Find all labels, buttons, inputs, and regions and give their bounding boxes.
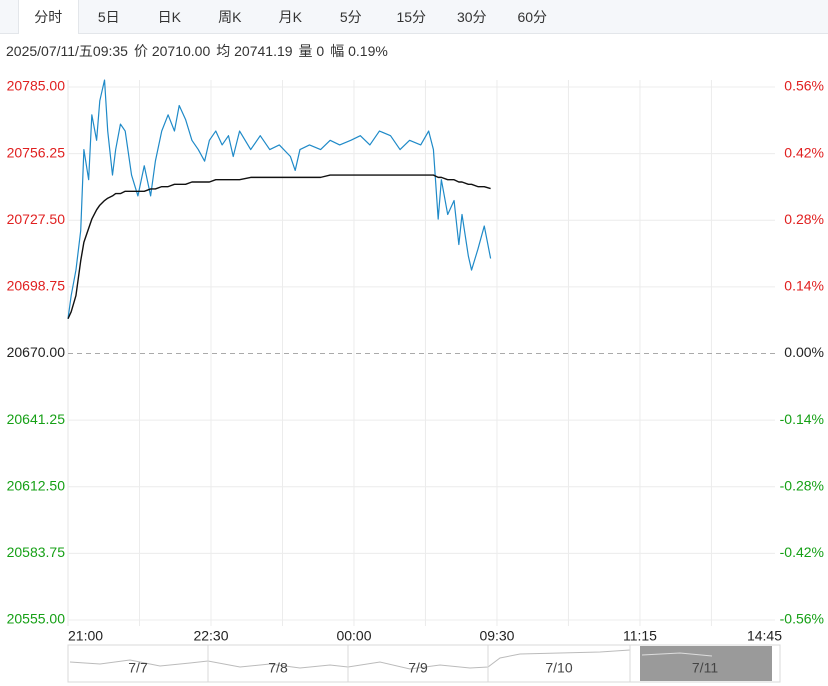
y2-tick-label: 0.28% <box>784 211 824 227</box>
info-item: 均 20741.19 <box>216 43 293 59</box>
grid <box>67 80 775 626</box>
navigator-date: 7/10 <box>545 660 572 676</box>
y2-tick-label: 0.56% <box>784 78 824 94</box>
tab[interactable]: 5分 <box>339 9 362 25</box>
tab[interactable]: 15分 <box>396 9 427 25</box>
y2-tick-label: -0.14% <box>780 411 824 427</box>
x-tick-label: 22:30 <box>193 628 228 644</box>
navigator-date: 7/9 <box>408 660 428 676</box>
tab[interactable]: 月K <box>278 9 302 25</box>
navigator: 7/7 7/8 7/9 7/10 7/11 <box>67 644 781 683</box>
x-tick-label: 21:00 <box>68 628 103 644</box>
navigator-window[interactable] <box>640 646 772 681</box>
info-item: 幅 0.19% <box>330 43 388 59</box>
info-item: 2025/07/11/五09:35 <box>6 43 128 59</box>
navigator-date: 7/11 <box>692 660 718 676</box>
tab[interactable]: 60分 <box>517 9 548 25</box>
y-tick-label: 20785.00 <box>7 78 66 94</box>
y2-tick-label: 0.42% <box>784 144 824 160</box>
tab[interactable]: 周K <box>218 9 242 25</box>
x-tick-label: 14:45 <box>747 628 782 644</box>
tab[interactable]: 5日 <box>97 9 120 25</box>
y-tick-label: 20612.50 <box>7 477 66 493</box>
navigator-sparkline <box>641 652 713 657</box>
y2-tick-label: -0.28% <box>780 477 824 493</box>
x-tick-label: 00:00 <box>336 628 371 644</box>
y-tick-label: 20641.25 <box>7 411 66 427</box>
tab-bar: 分时 5日 日K 周K 月K 5分 15分 30分 60分 <box>0 0 828 34</box>
y-tick-label: 20670.00 <box>7 344 66 360</box>
y-tick-label: 20698.75 <box>7 278 66 294</box>
navigator-date: 7/7 <box>128 660 148 676</box>
series-line <box>67 79 492 319</box>
tab[interactable]: 30分 <box>456 9 487 25</box>
y-tick-label: 20583.75 <box>7 544 66 560</box>
x-tick-label: 09:30 <box>479 628 514 644</box>
info-item: 价 20710.00 <box>133 43 211 59</box>
info-item: 量 0 <box>298 43 325 59</box>
x-tick-label: 11:15 <box>623 628 657 644</box>
y2-tick-label: 0.14% <box>784 278 824 294</box>
info-bar: 2025/07/11/五09:35 价 20710.00 均 20741.19 量 0… <box>6 40 394 62</box>
tab[interactable]: 分时 <box>18 0 79 34</box>
y2-tick-label: -0.42% <box>780 544 824 560</box>
series-line <box>67 174 491 320</box>
y-tick-label: 20727.50 <box>7 211 66 227</box>
y-tick-label: 20555.00 <box>7 611 66 627</box>
y2-tick-label: -0.56% <box>780 611 824 627</box>
y2-tick-label: 0.00% <box>784 344 824 360</box>
navigator-date: 7/8 <box>268 660 288 676</box>
tab[interactable]: 日K <box>157 9 181 25</box>
y-tick-label: 20756.25 <box>7 144 66 160</box>
